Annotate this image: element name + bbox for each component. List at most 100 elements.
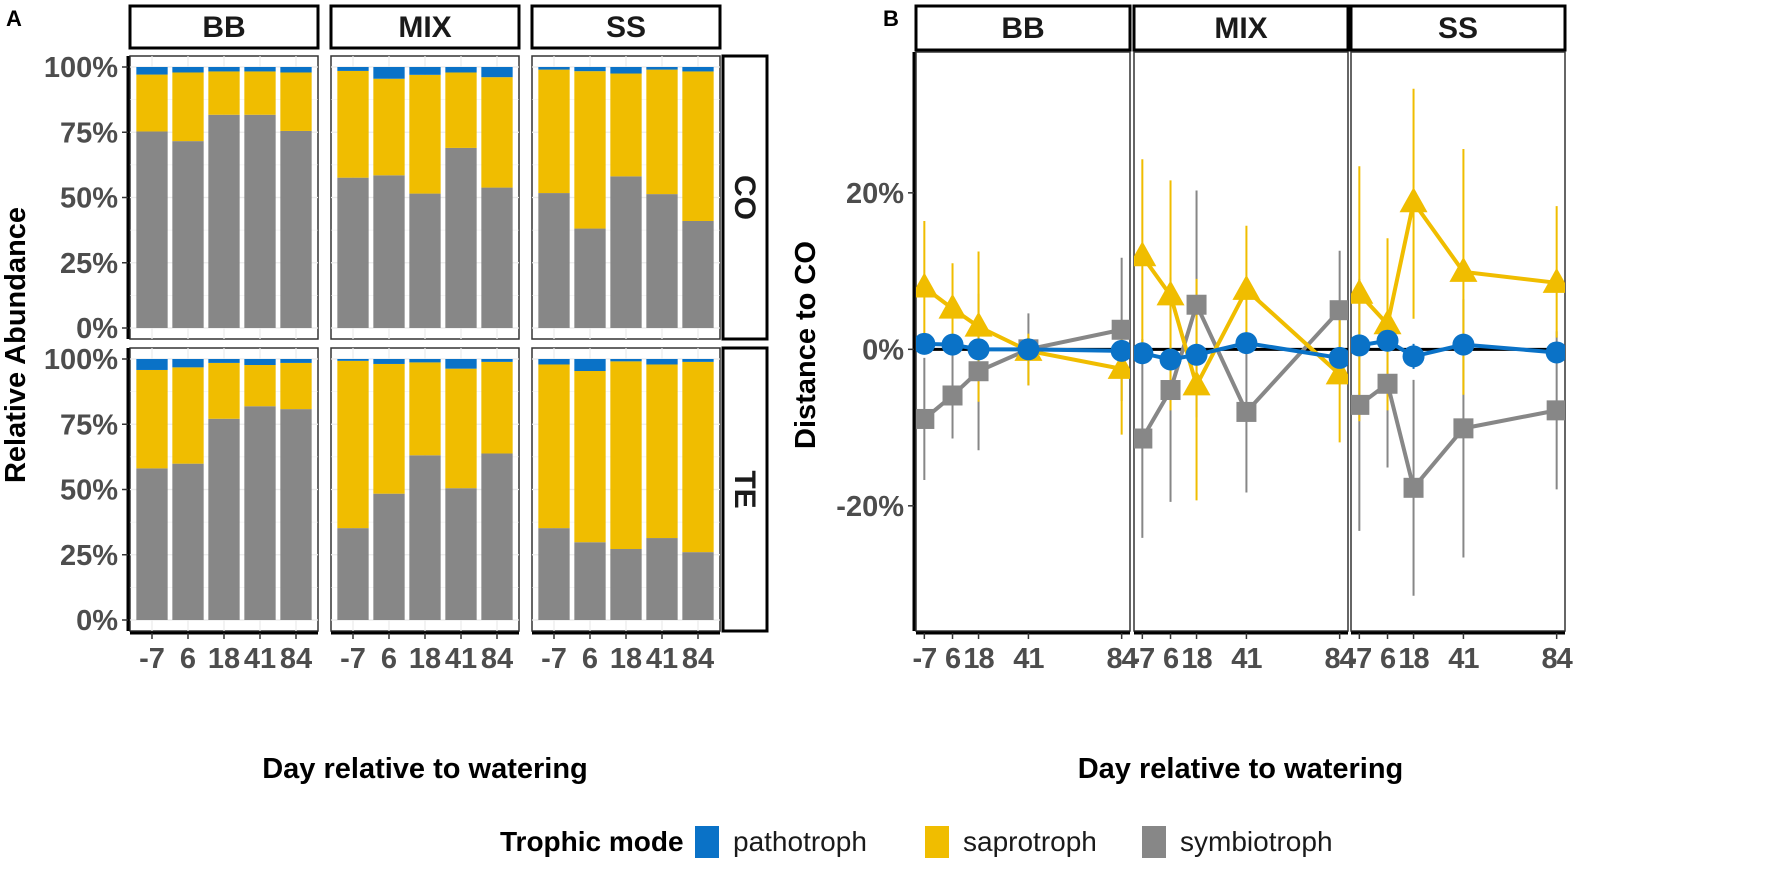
bar-pathotroph — [373, 67, 405, 79]
strip-co — [721, 54, 769, 341]
bar-saprotroph — [538, 364, 570, 529]
x-tick-label: 84 — [1107, 643, 1138, 675]
y-tick-label: 25% — [60, 248, 118, 280]
point-pathotroph — [1452, 333, 1475, 356]
x-tick-label: 18 — [963, 643, 994, 675]
point-symbiotroph — [1111, 319, 1130, 340]
x-tick-label: -7 — [1130, 643, 1154, 675]
strip-bb — [914, 4, 1132, 52]
bar-symbiotroph — [280, 130, 312, 328]
y-axis-title-b: Distance to CO — [790, 241, 822, 449]
bar-symbiotroph — [538, 528, 570, 620]
point-symbiotroph — [942, 385, 963, 406]
bar-pathotroph — [373, 359, 405, 364]
x-tick-label: 18 — [208, 643, 240, 675]
y-tick-label: 100% — [44, 344, 118, 376]
bar-pathotroph — [337, 67, 369, 71]
point-saprotroph — [1449, 256, 1478, 282]
x-tick-label: 84 — [1542, 643, 1573, 675]
legend-title: Trophic mode — [500, 826, 684, 857]
bar-pathotroph — [610, 67, 642, 74]
x-tick-label: 41 — [445, 643, 477, 675]
bar-symbiotroph — [481, 453, 513, 620]
y-tick-label: 0% — [76, 313, 118, 345]
bar-saprotroph — [136, 369, 168, 469]
y-tick-label: 100% — [44, 52, 118, 84]
bar-pathotroph — [136, 67, 168, 75]
x-tick-label: -7 — [340, 643, 366, 675]
plot-area — [1351, 88, 1565, 596]
bar-saprotroph — [445, 72, 477, 148]
x-tick-label: 18 — [610, 643, 642, 675]
bar-pathotroph — [208, 67, 240, 72]
point-symbiotroph — [1236, 401, 1257, 422]
point-pathotroph — [1376, 329, 1399, 352]
bar-saprotroph — [373, 363, 405, 494]
bar-symbiotroph — [208, 418, 240, 620]
bar-pathotroph — [646, 67, 678, 70]
point-saprotroph — [1399, 187, 1428, 213]
panel-b-line-chart: Distance to CO Day relative to watering -2… — [790, 4, 1574, 785]
y-axis-title-a: Relative Abundance — [0, 207, 32, 483]
bar-pathotroph — [409, 67, 441, 75]
bar-symbiotroph — [337, 528, 369, 620]
point-symbiotroph — [1546, 400, 1565, 421]
bar-symbiotroph — [373, 175, 405, 328]
strip-bb — [128, 4, 320, 50]
bar-saprotroph — [646, 364, 678, 539]
bar-saprotroph — [610, 361, 642, 550]
bar-symbiotroph — [445, 488, 477, 620]
y-tick-label: 20% — [846, 178, 904, 210]
legend-label-saprotroph: saprotroph — [963, 826, 1097, 857]
legend-label-pathotroph: pathotroph — [733, 826, 867, 857]
bar-saprotroph — [682, 361, 714, 553]
bar-symbiotroph — [574, 228, 606, 328]
bar-saprotroph — [538, 69, 570, 194]
bar-pathotroph — [445, 359, 477, 369]
bar-pathotroph — [610, 359, 642, 362]
x-tick-label: 84 — [280, 643, 312, 675]
y-tick-label: 50% — [60, 183, 118, 215]
legend-swatch-pathotroph — [695, 826, 719, 858]
strip-label-te: TE — [728, 470, 761, 508]
bar-saprotroph — [280, 362, 312, 410]
bar-saprotroph — [574, 71, 606, 229]
panel-a-letter: A — [6, 6, 22, 31]
point-pathotroph — [1235, 332, 1258, 355]
strip-label-bb: BB — [202, 11, 245, 44]
bar-saprotroph — [337, 70, 369, 178]
bar-pathotroph — [481, 67, 513, 78]
bar-pathotroph — [208, 359, 240, 363]
x-tick-label: 41 — [244, 643, 276, 675]
legend-swatch-saprotroph — [925, 826, 949, 858]
point-pathotroph — [941, 333, 964, 356]
panel-a-stacked-bars: BB MIX SS CO TE Relative Abundance Day relativ… — [0, 4, 769, 785]
strip-label-ss: SS — [606, 11, 646, 44]
facet-a-mix-co — [330, 55, 520, 340]
bar-symbiotroph — [481, 187, 513, 328]
point-pathotroph — [1185, 343, 1208, 366]
strip-mix — [329, 4, 521, 50]
bar-saprotroph — [682, 71, 714, 221]
bar-saprotroph — [373, 78, 405, 176]
bar-symbiotroph — [172, 463, 204, 620]
bar-pathotroph — [646, 359, 678, 365]
x-tick-label: 6 — [381, 643, 397, 675]
strip-label-mix: MIX — [1214, 12, 1267, 45]
point-pathotroph — [1402, 345, 1425, 368]
bar-symbiotroph — [337, 177, 369, 328]
bar-symbiotroph — [610, 549, 642, 620]
panel-b-letter: B — [883, 6, 899, 31]
facet-a-bb-te: 0% 25% 50% 75% 100% -7 6 18 41 84 — [44, 344, 319, 675]
bar-symbiotroph — [574, 542, 606, 620]
x-tick-label: 18 — [1398, 643, 1429, 675]
x-tick-label: -7 — [912, 643, 936, 675]
x-tick-label: 6 — [582, 643, 598, 675]
bar-symbiotroph — [172, 141, 204, 328]
strip-label-co: CO — [728, 175, 761, 220]
point-saprotroph — [1351, 278, 1374, 304]
bar-saprotroph — [409, 362, 441, 456]
x-tick-label: 84 — [1325, 643, 1356, 675]
point-symbiotroph — [1351, 394, 1370, 415]
bar-pathotroph — [280, 67, 312, 73]
